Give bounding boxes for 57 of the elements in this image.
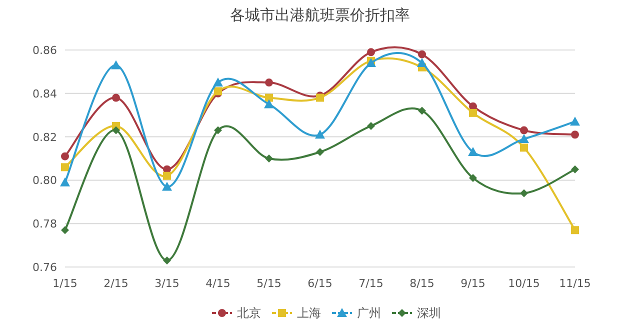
point: [163, 256, 171, 264]
point: [469, 108, 477, 117]
x-tick-label: 3/15: [154, 277, 180, 290]
point: [520, 144, 528, 152]
y-tick-label: 0.80: [32, 174, 57, 188]
point: [571, 226, 579, 234]
chart-title: 各城市出港航班票价折扣率: [230, 6, 410, 24]
point: [418, 106, 426, 115]
point: [367, 48, 375, 56]
x-tick-label: 11/15: [559, 277, 591, 290]
legend-label: 上海: [297, 306, 321, 320]
point: [265, 78, 273, 87]
x-tick-label: 2/15: [104, 277, 128, 290]
x-tick-label: 7/15: [358, 277, 384, 290]
point: [61, 152, 69, 160]
point: [418, 50, 426, 58]
legend-label: 深圳: [417, 306, 441, 320]
point: [163, 172, 171, 180]
legend-label: 广州: [357, 306, 381, 320]
point: [366, 58, 376, 68]
point: [214, 126, 222, 134]
point: [468, 146, 478, 156]
point: [469, 174, 477, 182]
x-tick-label: 10/15: [508, 277, 540, 290]
point: [60, 177, 70, 186]
y-tick-label: 0.76: [32, 261, 57, 274]
point: [315, 130, 325, 139]
point: [61, 226, 69, 234]
point: [316, 148, 324, 156]
point: [571, 165, 579, 174]
point: [417, 58, 427, 68]
x-tick-label: 6/15: [308, 277, 332, 290]
point: [571, 130, 579, 139]
x-tick-label: 5/15: [256, 277, 282, 290]
x-tick-label: 1/15: [52, 277, 78, 290]
x-tick-label: 9/15: [460, 277, 486, 290]
point: [265, 154, 273, 162]
point: [162, 182, 172, 191]
point: [570, 116, 580, 126]
point: [213, 78, 223, 87]
x-tick-label: 4/15: [206, 277, 230, 290]
point: [112, 126, 120, 134]
y-tick-label: 0.86: [32, 44, 57, 57]
y-tick-label: 0.84: [32, 87, 57, 100]
y-tick-label: 0.82: [32, 130, 57, 144]
legend-label: 北京: [237, 306, 261, 320]
point: [264, 99, 274, 108]
point: [265, 94, 273, 102]
point: [520, 126, 528, 134]
x-tick-label: 8/15: [410, 277, 434, 290]
point: [520, 189, 528, 198]
point: [111, 60, 121, 70]
point: [61, 163, 69, 172]
y-tick-label: 0.78: [32, 218, 57, 231]
point: [112, 94, 120, 102]
point: [519, 134, 529, 143]
point: [367, 122, 375, 130]
